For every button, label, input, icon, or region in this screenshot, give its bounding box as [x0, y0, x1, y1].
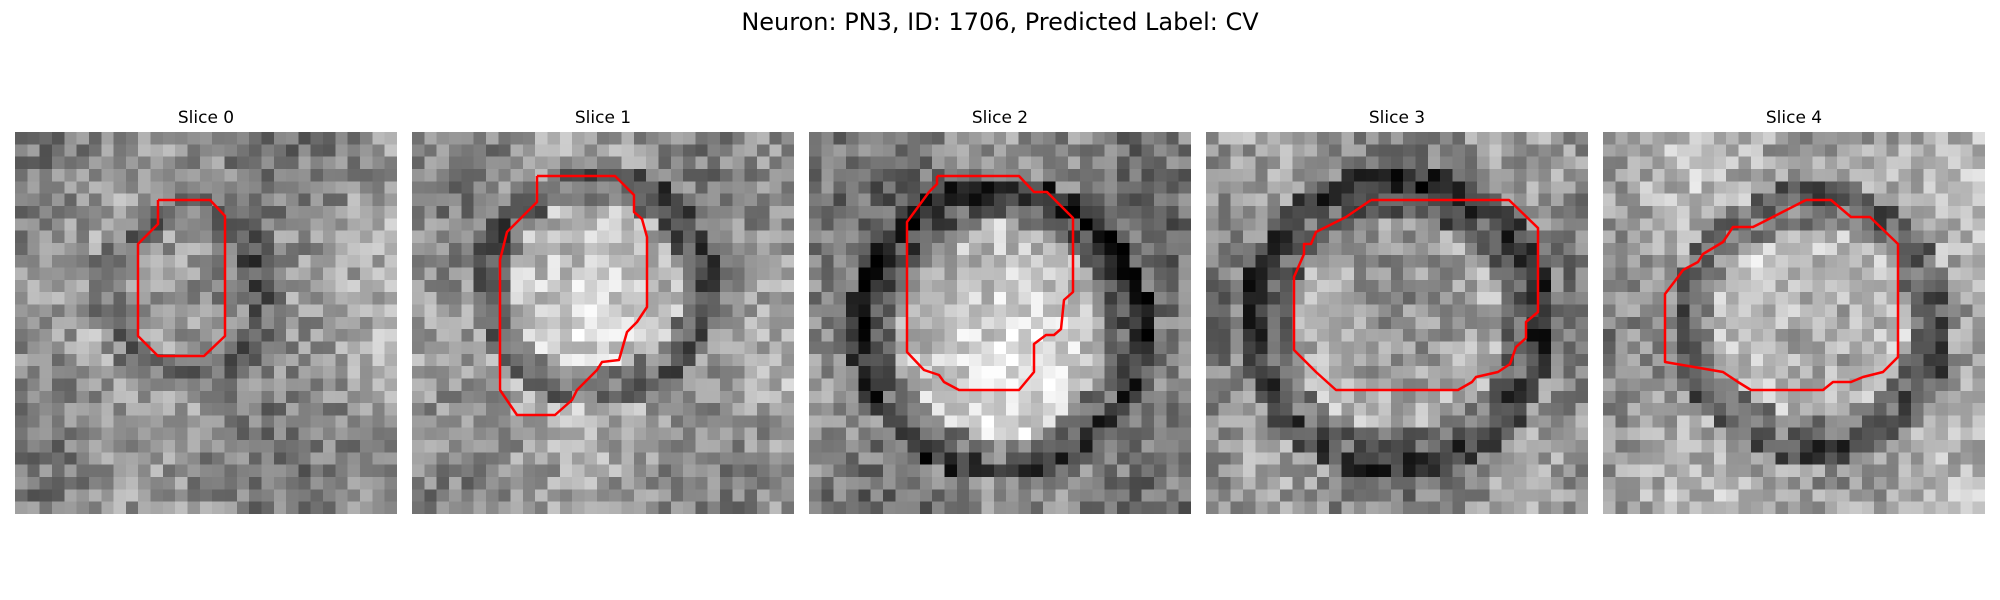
grayscale-patch — [1603, 132, 1985, 514]
slice-title: Slice 1 — [574, 108, 632, 128]
segmentation-contour — [905, 174, 1075, 392]
slice-panel-4: Slice 4 — [1603, 108, 1985, 514]
slice-image-2 — [809, 132, 1191, 514]
contour-overlay — [905, 174, 1075, 392]
slice-image-3 — [1206, 132, 1588, 514]
segmentation-contour — [136, 198, 227, 358]
grayscale-patch — [809, 132, 1191, 514]
slice-image-4 — [1603, 132, 1985, 514]
slice-title: Slice 4 — [1765, 108, 1823, 128]
slice-panel-0: Slice 0 — [15, 108, 397, 514]
segmentation-contour — [498, 174, 649, 417]
slice-title: Slice 2 — [971, 108, 1029, 128]
segmentation-contour — [1292, 198, 1540, 392]
grayscale-patch — [1206, 132, 1588, 514]
slice-panel-1: Slice 1 — [412, 108, 794, 514]
slice-image-0 — [15, 132, 397, 514]
contour-overlay — [498, 174, 649, 417]
grayscale-patch — [412, 132, 794, 514]
slice-title: Slice 3 — [1368, 108, 1426, 128]
slice-image-1 — [412, 132, 794, 514]
figure-title: Neuron: PN3, ID: 1706, Predicted Label: … — [741, 8, 1259, 36]
grayscale-patch — [15, 132, 397, 514]
contour-overlay — [1663, 198, 1900, 392]
slice-title: Slice 0 — [177, 108, 235, 128]
contour-overlay — [136, 198, 227, 358]
slice-panel-3: Slice 3 — [1206, 108, 1588, 514]
contour-overlay — [1292, 198, 1540, 392]
slice-panel-2: Slice 2 — [809, 108, 1191, 514]
segmentation-contour — [1663, 198, 1900, 392]
